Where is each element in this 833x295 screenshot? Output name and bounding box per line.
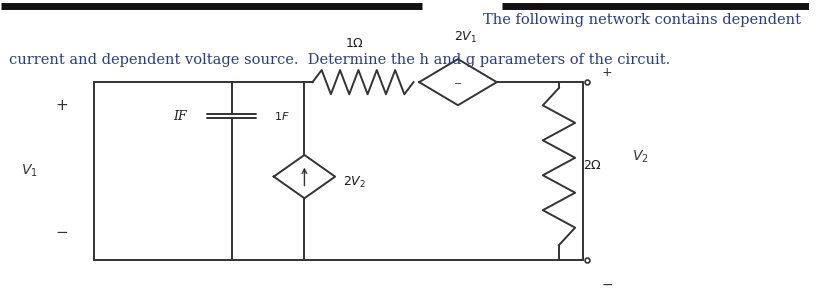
Text: $2V_1$: $2V_1$ xyxy=(455,30,477,45)
Text: The following network contains dependent: The following network contains dependent xyxy=(483,13,801,27)
Text: $-$: $-$ xyxy=(56,223,68,238)
Text: $2\Omega$: $2\Omega$ xyxy=(583,159,602,172)
Text: $-$: $-$ xyxy=(601,277,613,291)
Text: $+$: $+$ xyxy=(601,66,612,79)
Text: $V_2$: $V_2$ xyxy=(631,148,648,165)
Text: $1\Omega$: $1\Omega$ xyxy=(346,37,365,50)
Text: IF: IF xyxy=(173,109,187,122)
Text: $+$: $+$ xyxy=(56,98,68,113)
Text: $1F$: $1F$ xyxy=(274,110,289,122)
Text: $V_1$: $V_1$ xyxy=(22,163,38,179)
Text: $2V_2$: $2V_2$ xyxy=(343,175,367,190)
Text: $-$: $-$ xyxy=(453,77,462,87)
Text: current and dependent voltage source.  Determine the h and g parameters of the c: current and dependent voltage source. De… xyxy=(9,53,671,67)
